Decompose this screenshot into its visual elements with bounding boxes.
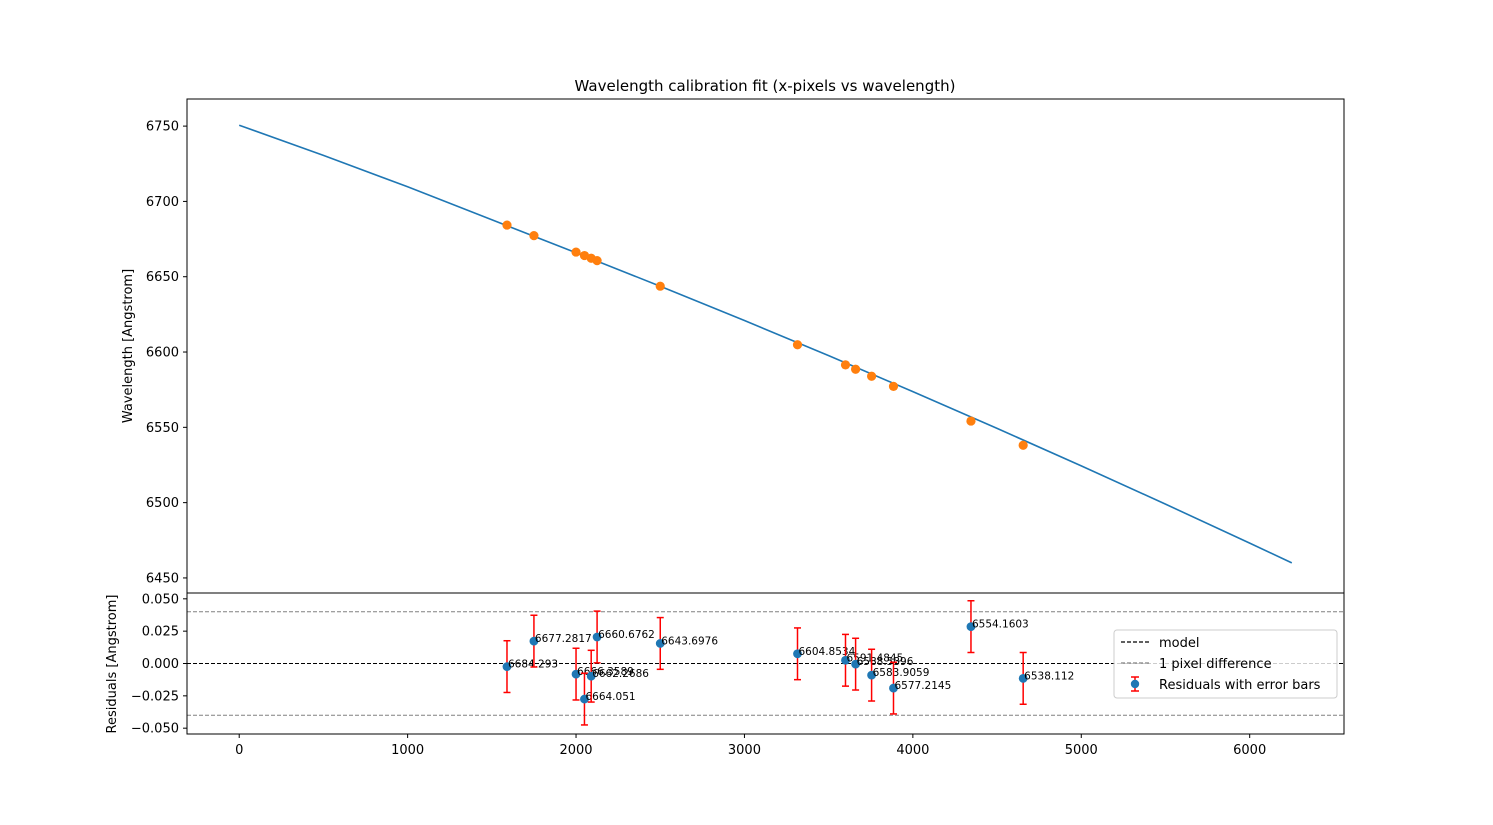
residual-y-tick-label: 0.025: [142, 625, 179, 640]
x-tick-label: 2000: [559, 743, 592, 758]
y-tick-label: 6500: [146, 496, 179, 511]
y-tick-label: 6600: [146, 346, 179, 361]
y-ticks-residuals: −0.050 −0.025 0.000 0.025 0.050: [131, 592, 187, 737]
residual-point: [867, 670, 877, 680]
y-axis-label-residuals: Residuals [Angstrom]: [105, 595, 120, 734]
calibration-point: [851, 364, 861, 374]
calibration-point: [592, 256, 602, 266]
calibration-point: [571, 247, 581, 257]
residual-point: [793, 649, 802, 659]
residual-annotation: 6662.2686: [592, 668, 649, 680]
y-tick-label: 6450: [146, 571, 179, 586]
calibration-point: [888, 381, 899, 391]
residual-point: [1018, 673, 1028, 683]
residual-annotation: 6660.6762: [598, 629, 655, 641]
legend-residuals-label: Residuals with error bars: [1159, 678, 1321, 693]
residual-y-tick-label: 0.000: [142, 657, 179, 672]
residual-annotation: 6577.2145: [894, 680, 951, 692]
residual-annotation: 6591.4845: [846, 652, 903, 664]
residual-y-tick-label: −0.050: [131, 722, 179, 737]
residual-annotation: 6554.1603: [972, 619, 1029, 631]
legend-model-label: model: [1159, 636, 1199, 651]
residual-point: [571, 669, 581, 679]
residual-y-tick-label: 0.050: [142, 592, 179, 607]
x-tick-label: 4000: [896, 743, 929, 758]
x-tick-label: 0: [235, 743, 243, 758]
reference-lines: [187, 611, 1344, 716]
legend-pixel-label: 1 pixel difference: [1159, 657, 1272, 672]
residual-point: [502, 662, 512, 672]
legend-residuals-swatch: [1130, 676, 1140, 692]
y-ticks-wavelength: 6450 6500 6550 6600 6650 6700 6750: [146, 120, 187, 586]
residuals-axes-frame: [186, 592, 1345, 735]
y-axis-label-wavelength: Wavelength [Angstrom]: [121, 269, 136, 423]
residual-annotation: 6684.293: [508, 659, 558, 671]
y-tick-label: 6700: [146, 195, 179, 210]
residual-y-tick-label: −0.025: [131, 689, 179, 704]
x-tick-label: 6000: [1233, 743, 1266, 758]
residual-point: [586, 671, 596, 681]
calibration-point: [840, 360, 851, 370]
calibration-point: [502, 220, 512, 230]
residual-point: [889, 683, 898, 693]
y-tick-label: 6550: [146, 421, 179, 436]
residual-point: [655, 639, 665, 648]
residuals-panel: Residuals [Angstrom] −0.050 −0.025 0.000 0.…: [105, 592, 1345, 758]
calibration-point: [655, 281, 665, 291]
calibration-point: [1018, 440, 1028, 450]
residual-point: [841, 655, 850, 665]
calibration-point: [966, 416, 976, 426]
residual-annotation: 6604.8534: [798, 646, 855, 658]
residual-point: [851, 659, 861, 669]
fit-panel: Wavelength calibration fit (x-pixels vs …: [121, 77, 1345, 594]
residual-point: [580, 694, 589, 704]
fit-series: [238, 124, 1293, 564]
x-ticks-pixels: 0 1000 2000 3000 4000 5000 6000: [235, 734, 1266, 758]
chart-title: Wavelength calibration fit (x-pixels vs …: [575, 77, 956, 95]
calibration-point: [867, 371, 877, 381]
residual-annotation: 6677.2817: [535, 633, 592, 645]
residual-annotation: 6664.051: [585, 691, 635, 703]
residual-point: [529, 636, 539, 646]
residual-annotation: 6538.112: [1024, 670, 1074, 682]
y-tick-label: 6650: [146, 270, 179, 285]
residual-point: [966, 622, 976, 632]
residual-point: [592, 632, 602, 642]
residual-annotation: 6583.9059: [873, 667, 930, 679]
residual-annotation: 6643.6976: [661, 635, 718, 647]
legend: model 1 pixel difference Residuals with …: [1113, 629, 1338, 699]
residual-points: 6684.2936677.28176666.35896664.0516662.2…: [502, 600, 1074, 726]
x-tick-label: 3000: [728, 743, 761, 758]
x-tick-label: 5000: [1065, 743, 1098, 758]
legend-box: [1113, 629, 1338, 699]
x-tick-label: 1000: [391, 743, 424, 758]
calibration-point: [529, 231, 539, 241]
calibration-point: [792, 340, 803, 350]
y-tick-label: 6750: [146, 120, 179, 135]
fit-curve-line: [238, 124, 1293, 564]
